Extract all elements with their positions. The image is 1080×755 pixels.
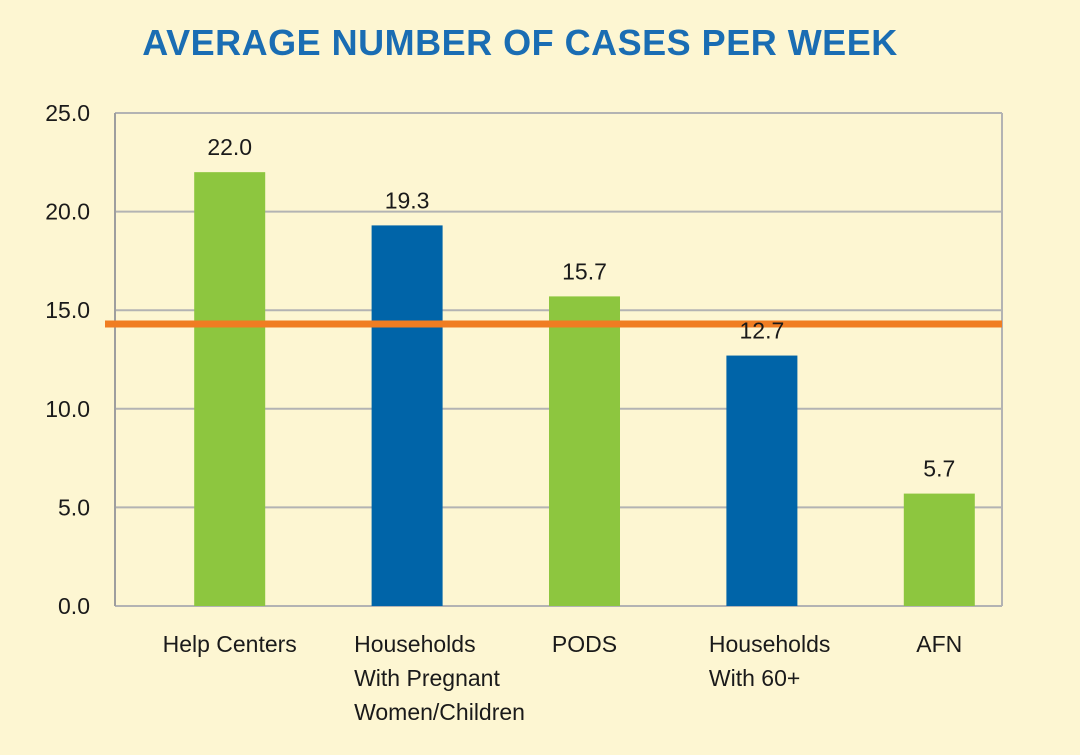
bar	[194, 172, 266, 606]
data-label: 5.7	[923, 456, 955, 482]
bar	[726, 355, 798, 606]
y-tick-label: 20.0	[45, 199, 90, 225]
bars	[194, 172, 975, 607]
category-label: AFN	[916, 631, 962, 657]
y-tick-label: 5.0	[58, 494, 90, 520]
y-tick-label: 25.0	[45, 100, 90, 126]
category-label: Households With Pregnant Women/Children	[354, 631, 525, 725]
category-label: Households With 60+	[709, 631, 830, 691]
bar	[903, 493, 975, 606]
chart-title: AVERAGE NUMBER OF CASES PER WEEK	[142, 22, 898, 63]
labels: 22.0 Help Centers 19.3 Households With Pregn…	[163, 134, 963, 725]
data-label: 19.3	[385, 187, 430, 213]
category-label: PODS	[552, 631, 617, 657]
data-label: 22.0	[207, 134, 252, 160]
data-label: 12.7	[740, 318, 785, 344]
data-label: 15.7	[562, 258, 607, 284]
y-tick-label: 10.0	[45, 396, 90, 422]
y-tick-label: 0.0	[58, 593, 90, 619]
bar	[371, 225, 443, 607]
y-axis: 0.0 5.0 10.0 15.0 20.0 25.0	[45, 100, 1003, 619]
category-label: Help Centers	[163, 631, 297, 657]
y-tick-label: 15.0	[45, 297, 90, 323]
bar	[549, 296, 620, 606]
